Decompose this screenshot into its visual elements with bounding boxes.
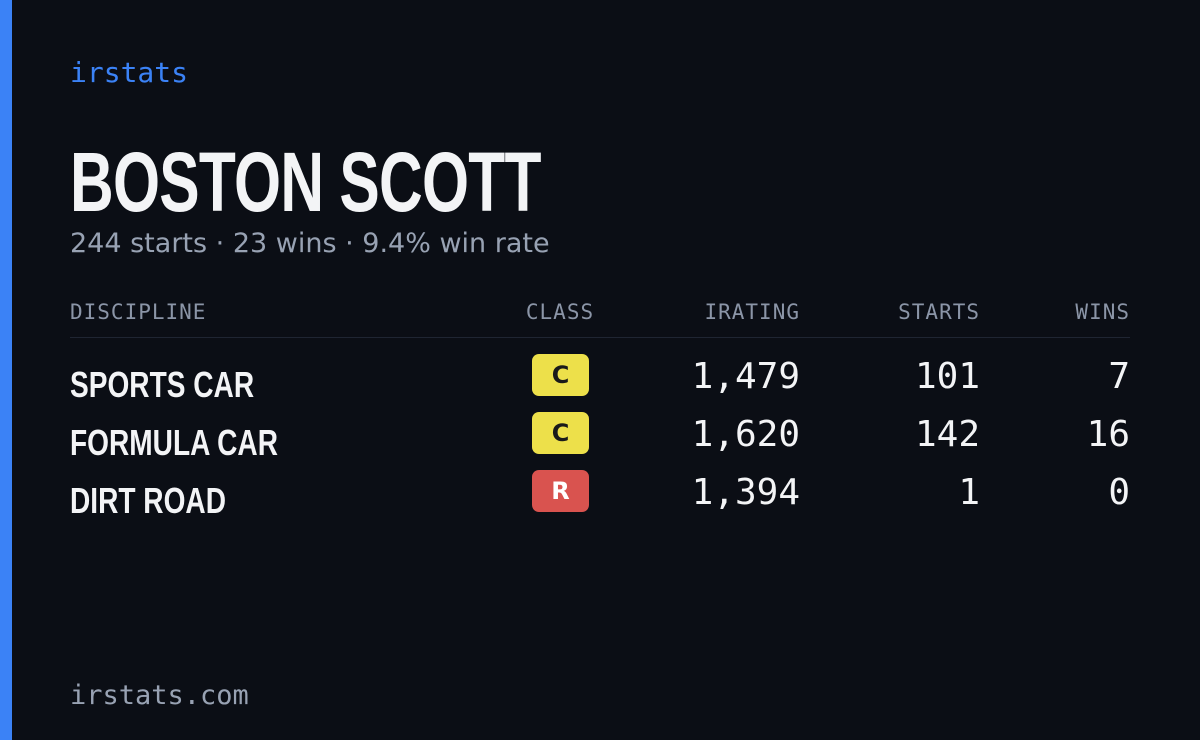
irating-value: 1,620: [691, 414, 800, 455]
subtitle: 244 starts · 23 wins · 9.4% win rate: [70, 228, 550, 259]
footer: irstats.com: [70, 680, 249, 711]
discipline: DIRT ROAD: [70, 480, 226, 521]
header-rule: [70, 337, 1130, 338]
brand: irstats: [70, 56, 189, 89]
discipline: FORMULA CAR: [70, 422, 278, 463]
starts-value: 101: [914, 356, 980, 397]
wins-value: 7: [1108, 356, 1130, 397]
column-header: STARTS: [898, 300, 980, 324]
irating-value: 1,394: [691, 472, 800, 513]
column-header: CLASS: [525, 300, 595, 324]
wins-value: 0: [1108, 472, 1130, 513]
column-header: DISCIPLINE: [70, 300, 207, 324]
accent-bar: [0, 0, 12, 740]
irating-value: 1,479: [691, 356, 800, 397]
player-name: BOSTON SCOTT: [70, 135, 541, 229]
discipline: SPORTS CAR: [70, 364, 255, 405]
starts-value: 1: [958, 472, 980, 513]
column-header: WINS: [1075, 300, 1130, 324]
wins-value: 16: [1086, 414, 1130, 455]
class-badge: C: [532, 412, 589, 454]
class-badge: R: [532, 470, 589, 512]
class-badge: C: [532, 354, 589, 396]
column-header: IRATING: [704, 300, 800, 324]
starts-value: 142: [914, 414, 980, 455]
